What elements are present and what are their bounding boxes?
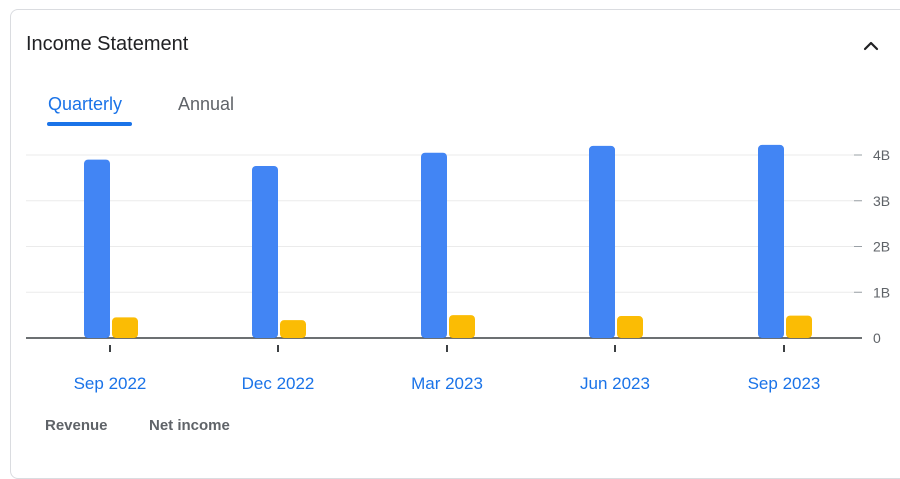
card-title: Income Statement bbox=[26, 33, 189, 55]
revenue-bar[interactable] bbox=[589, 145, 615, 338]
active-tab-indicator bbox=[47, 122, 132, 126]
chevron-up-icon[interactable] bbox=[859, 34, 883, 58]
legend-revenue[interactable]: Revenue bbox=[45, 417, 108, 434]
net-income-bar[interactable] bbox=[449, 315, 475, 338]
x-category-label[interactable]: Jun 2023 bbox=[580, 374, 650, 393]
net-income-bar[interactable] bbox=[112, 317, 138, 338]
y-tick-label: 4B bbox=[873, 147, 890, 163]
legend-net-income[interactable]: Net income bbox=[149, 417, 230, 434]
net-income-bar[interactable] bbox=[280, 320, 306, 338]
income-bar-chart: 0 1B 2B 3B 4B Sep 2022 Dec 2022 Mar 2023 Jun 202… bbox=[26, 144, 890, 393]
y-tick-label: 2B bbox=[873, 239, 890, 255]
x-category-label[interactable]: Mar 2023 bbox=[411, 374, 483, 393]
x-category-label[interactable]: Sep 2022 bbox=[74, 374, 147, 393]
x-category-label[interactable]: Sep 2023 bbox=[748, 374, 821, 393]
y-tick-label: 3B bbox=[873, 193, 890, 209]
y-tick-label: 1B bbox=[873, 284, 890, 300]
revenue-bar[interactable] bbox=[252, 165, 278, 338]
revenue-bar[interactable] bbox=[84, 159, 110, 338]
revenue-bar[interactable] bbox=[758, 144, 784, 338]
x-category-label[interactable]: Dec 2022 bbox=[242, 374, 315, 393]
tab-quarterly[interactable]: Quarterly bbox=[48, 94, 123, 114]
net-income-bar[interactable] bbox=[617, 316, 643, 338]
net-income-bar[interactable] bbox=[786, 315, 812, 338]
income-statement-card bbox=[10, 9, 900, 479]
revenue-bar[interactable] bbox=[421, 152, 447, 338]
y-tick-label: 0 bbox=[873, 330, 881, 346]
tab-annual[interactable]: Annual bbox=[178, 94, 235, 114]
